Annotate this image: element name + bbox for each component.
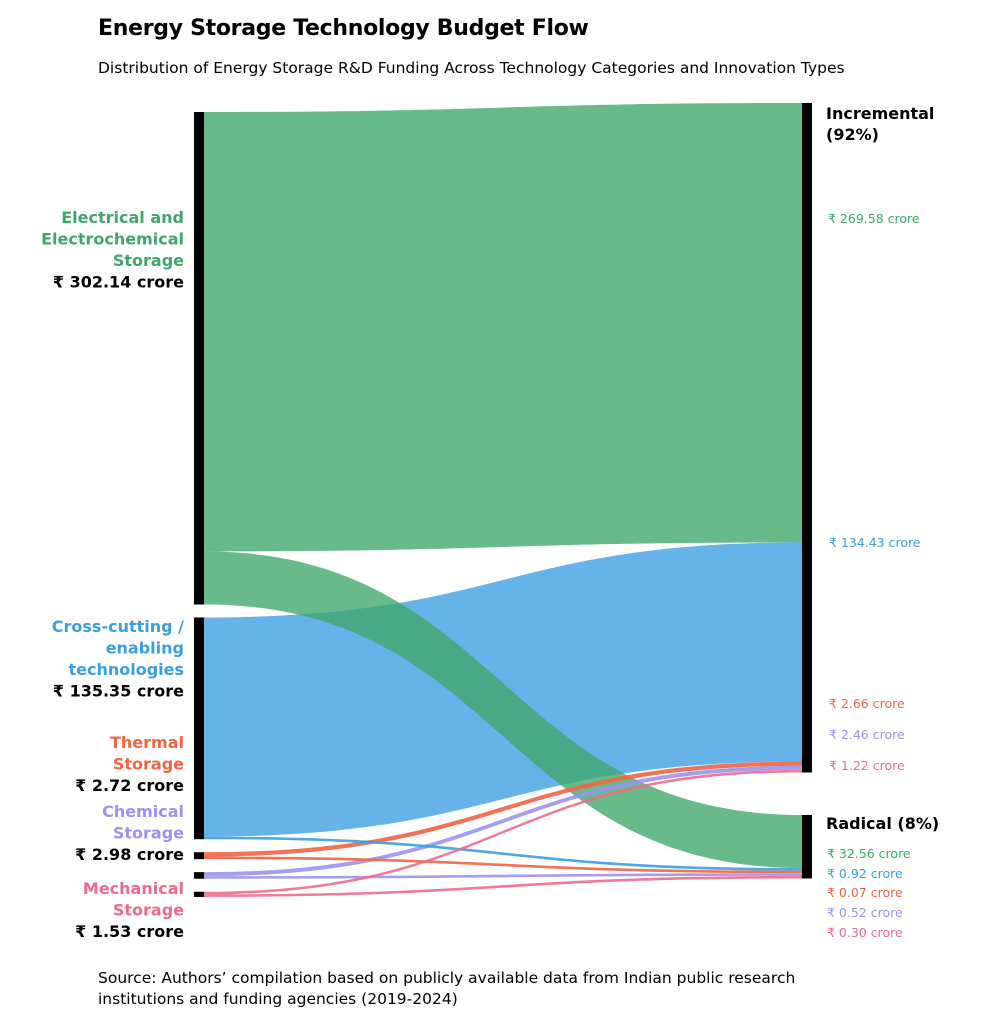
value-label-mechanical-incremental: ₹ 1.22 crore [829,758,905,773]
source-total-mechanical: ₹ 1.53 crore [75,922,184,941]
source-label-electrical: Electrical and [61,208,184,227]
source-total-electrical: ₹ 302.14 crore [53,273,184,292]
source-label-mechanical: Mechanical [83,879,184,898]
value-label-cross-radical: ₹ 0.92 crore [827,866,903,881]
value-label-thermal-incremental: ₹ 2.66 crore [829,696,905,711]
source-total-chemical: ₹ 2.98 crore [75,845,184,864]
node-bar-incremental [802,103,812,773]
target-label-incremental: Incremental [826,104,934,123]
node-bar-electrical [194,112,204,605]
flow-electrical-to-incremental [204,103,802,552]
flow-chemical-to-incremental [204,765,802,877]
source-label-electrical: Electrochemical [41,230,184,249]
flow-mechanical-to-radical [204,875,802,897]
value-label-electrical-incremental: ₹ 269.58 crore [828,211,920,226]
chart-title: Energy Storage Technology Budget Flow [98,16,589,41]
source-label-cross: enabling [106,639,184,658]
flow-electrical-to-radical [204,551,802,869]
node-bar-chemical [194,872,204,879]
source-note: Source: Authors’ compilation based on pu… [98,969,796,1008]
node-bar-cross [194,617,204,840]
source-label-electrical: Storage [113,251,184,270]
value-label-chemical-incremental: ₹ 2.46 crore [829,727,905,742]
node-bar-mechanical [194,891,204,897]
value-label-cross-incremental: ₹ 134.43 crore [829,535,921,550]
source-total-thermal: ₹ 2.72 crore [75,776,184,795]
source-label-thermal: Thermal [110,733,184,752]
value-label-electrical-radical: ₹ 32.56 crore [827,846,911,861]
source-total-cross: ₹ 135.35 crore [53,682,184,701]
source-label-thermal: Storage [113,755,184,774]
source-label-mechanical: Storage [113,901,184,920]
flow-thermal-to-radical [204,856,802,874]
source-label-cross: Cross-cutting / [52,617,184,636]
flow-cross-to-radical [204,836,802,871]
source-label-cross: technologies [68,660,184,679]
target-label-incremental: (92%) [826,125,879,144]
chart-subtitle: Distribution of Energy Storage R&D Fundi… [98,59,845,77]
node-bar-radical [802,815,812,879]
flow-mechanical-to-incremental [204,769,802,895]
flow-thermal-to-incremental [204,761,802,857]
node-bar-thermal [194,852,204,860]
target-label-radical: Radical (8%) [826,814,939,833]
source-label-chemical: Chemical [102,802,184,821]
value-label-thermal-radical: ₹ 0.07 crore [827,885,903,900]
value-label-chemical-radical: ₹ 0.52 crore [827,905,903,920]
value-label-mechanical-radical: ₹ 0.30 crore [827,925,903,940]
source-label-chemical: Storage [113,824,184,843]
flow-chemical-to-radical [204,873,802,879]
